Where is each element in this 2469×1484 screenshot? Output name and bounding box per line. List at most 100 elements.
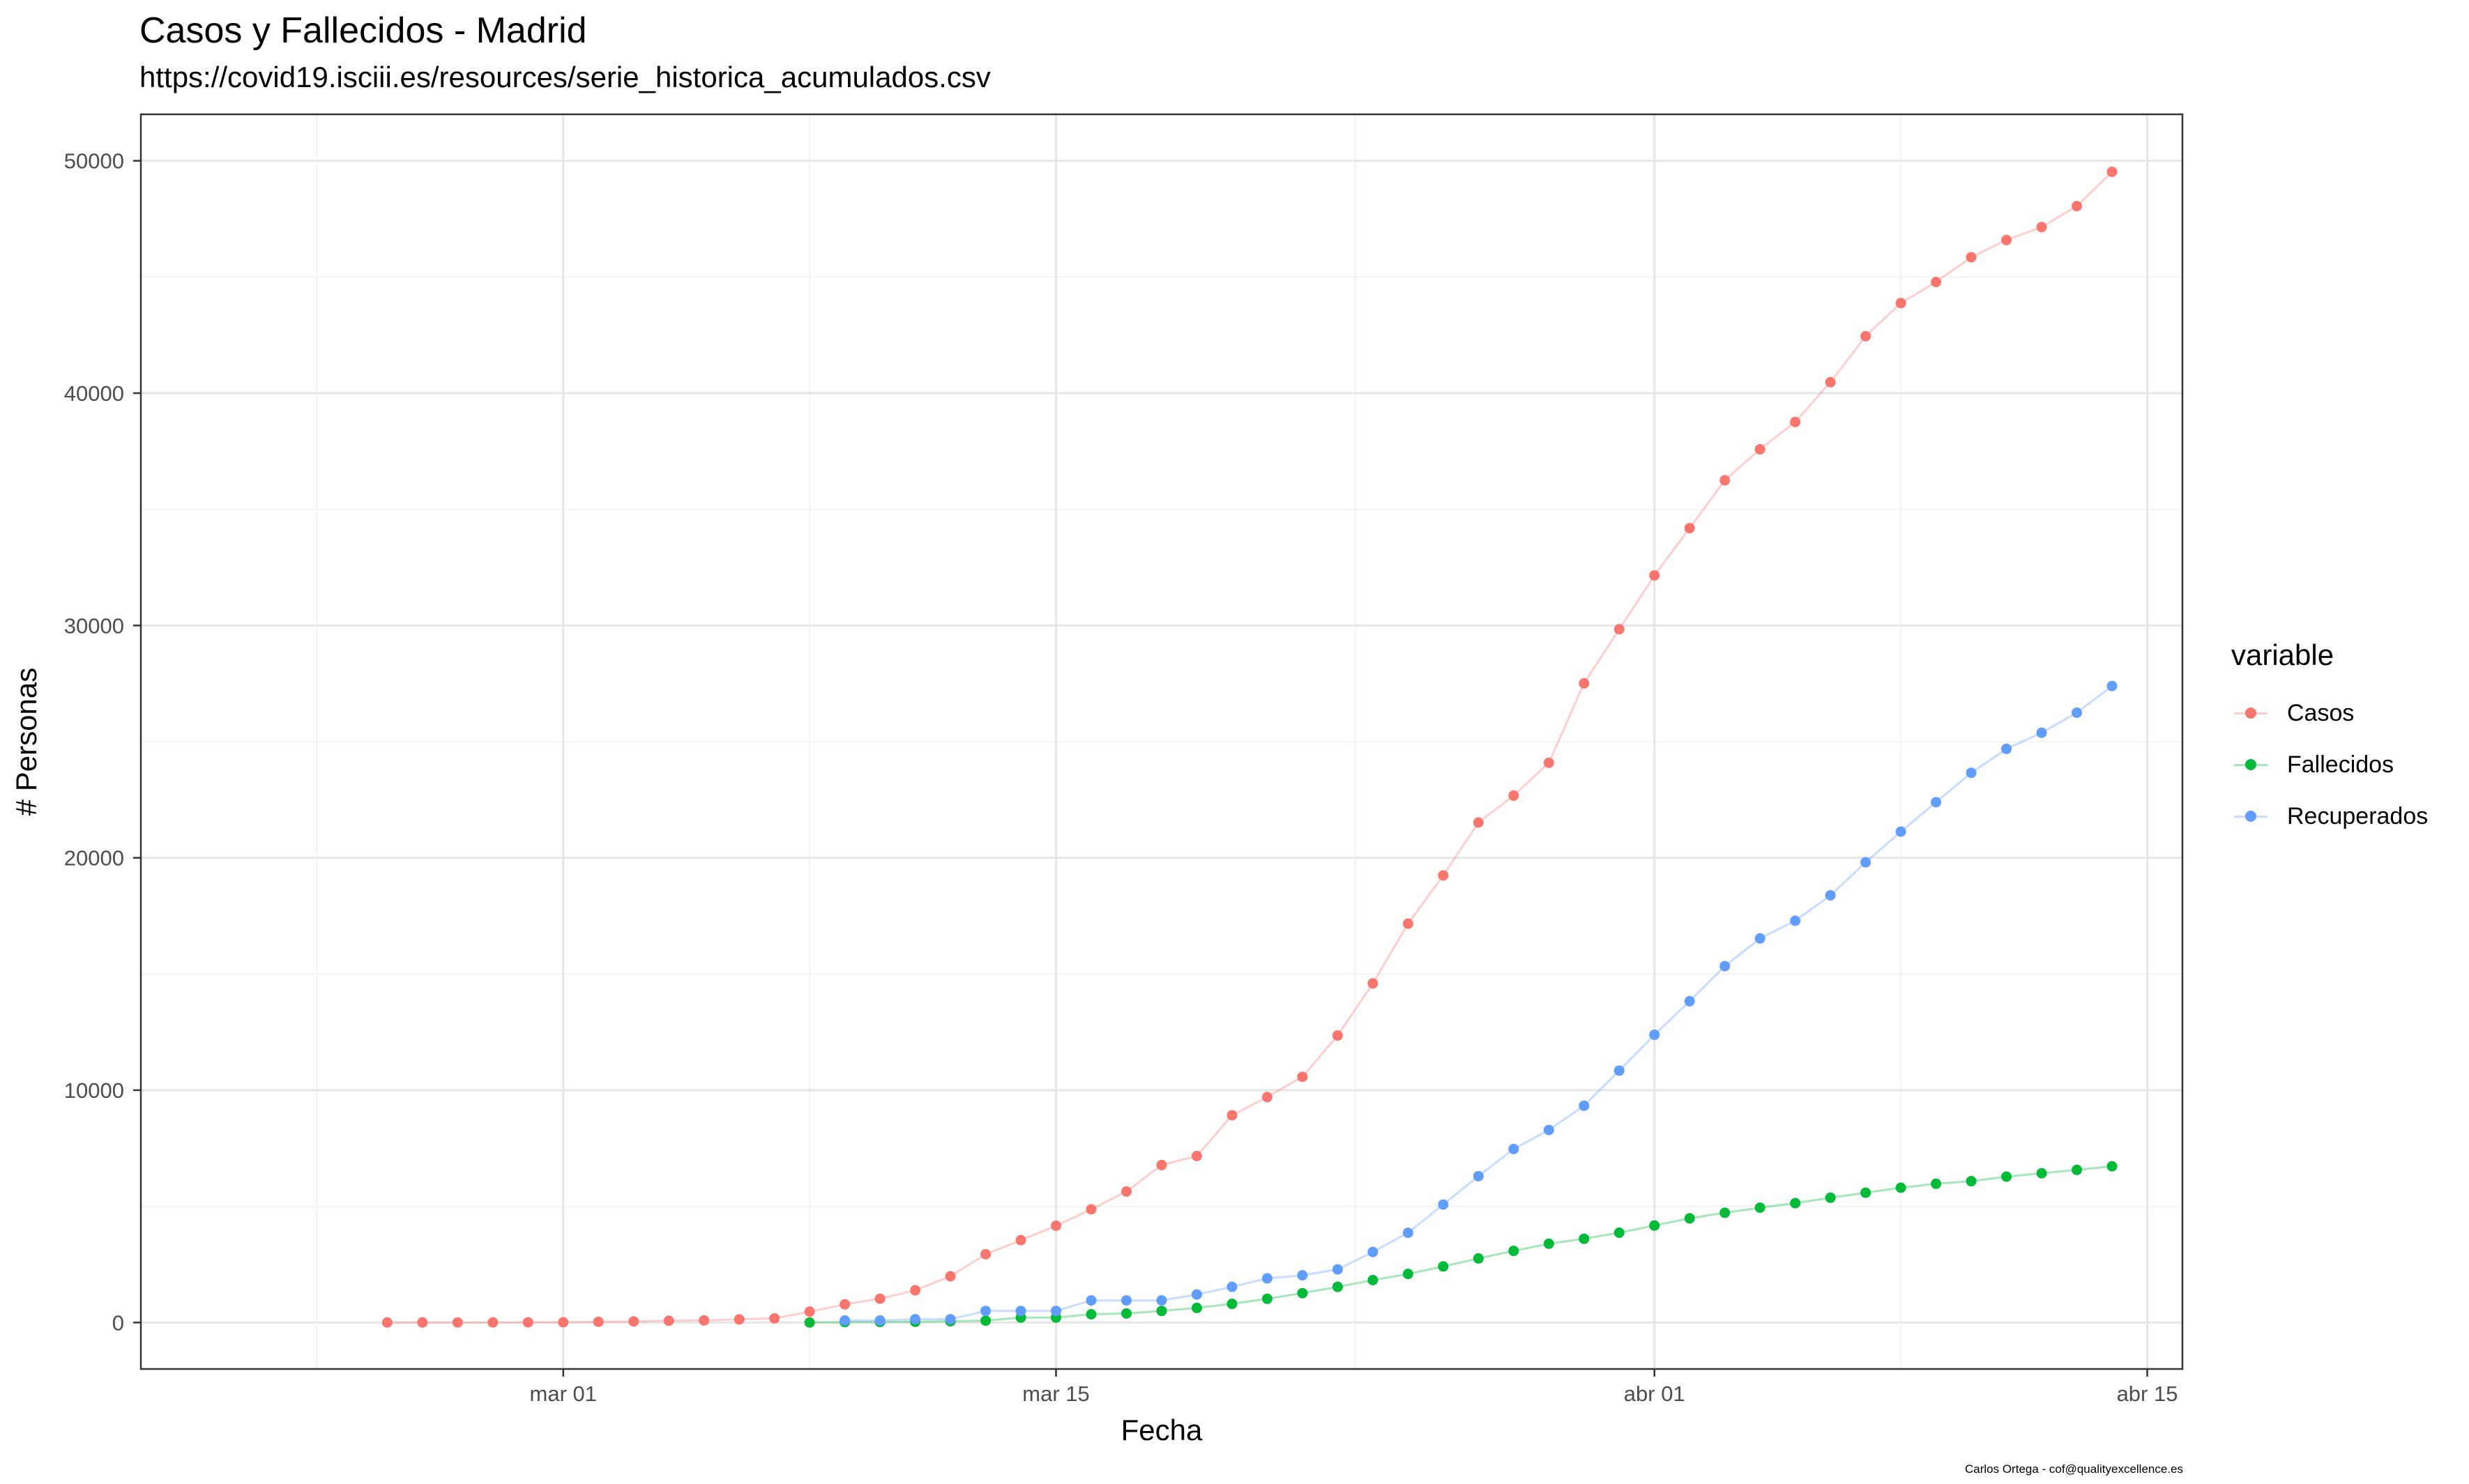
series-line-fallecidos	[810, 1165, 2113, 1324]
data-point-recuperados	[1051, 1306, 1062, 1317]
data-point-recuperados	[1895, 826, 1906, 837]
data-point-recuperados	[1121, 1295, 1132, 1306]
data-point-recuperados	[2036, 727, 2047, 738]
data-point-casos	[699, 1315, 710, 1326]
data-point-fallecidos	[2036, 1168, 2047, 1179]
data-point-recuperados	[1438, 1199, 1449, 1210]
data-point-casos	[1332, 1030, 1343, 1041]
data-point-casos	[522, 1317, 533, 1328]
data-point-recuperados	[1086, 1295, 1097, 1306]
legend: variable Casos Fallecidos Recuperados	[2231, 636, 2461, 842]
data-point-recuperados	[1015, 1306, 1026, 1317]
data-point-recuperados	[1473, 1170, 1484, 1181]
data-point-casos	[1473, 817, 1484, 828]
legend-items: Casos Fallecidos Recuperados	[2231, 687, 2461, 842]
data-point-fallecidos	[1226, 1299, 1238, 1310]
legend-key-dot	[2245, 759, 2256, 770]
data-point-recuperados	[1825, 889, 1836, 901]
y-axis-title: # Personas	[10, 668, 43, 816]
data-point-recuperados	[874, 1315, 886, 1326]
y-tick-label: 50000	[64, 149, 124, 174]
data-point-fallecidos	[1790, 1198, 1801, 1209]
data-point-casos	[1051, 1221, 1062, 1231]
data-point-recuperados	[1191, 1289, 1202, 1300]
data-point-recuperados	[1226, 1281, 1238, 1292]
data-point-fallecidos	[1613, 1227, 1625, 1238]
data-point-casos	[1754, 444, 1765, 455]
data-point-fallecidos	[1825, 1192, 1836, 1203]
data-point-recuperados	[1790, 915, 1801, 926]
data-point-recuperados	[1367, 1246, 1378, 1257]
data-point-recuperados	[1649, 1030, 1660, 1041]
data-point-fallecidos	[1684, 1213, 1695, 1224]
data-point-fallecidos	[2106, 1161, 2118, 1172]
data-point-casos	[1086, 1204, 1097, 1215]
data-point-casos	[840, 1299, 851, 1310]
x-tick-label: abr 15	[2117, 1382, 2178, 1406]
data-point-casos	[945, 1271, 956, 1282]
y-tick-label: 30000	[64, 613, 124, 638]
data-point-casos	[1156, 1159, 1167, 1170]
grid-layer	[141, 114, 2182, 1369]
series-layer	[381, 166, 2118, 1328]
data-point-fallecidos	[2001, 1171, 2012, 1182]
series-line-recuperados	[844, 685, 2113, 1322]
x-axis-title: Fecha	[1121, 1414, 1203, 1446]
data-point-recuperados	[910, 1314, 921, 1325]
data-point-casos	[381, 1317, 393, 1328]
x-tick-label: mar 01	[530, 1382, 597, 1406]
data-point-recuperados	[1966, 767, 1977, 779]
y-tick-label: 20000	[64, 846, 124, 871]
legend-key-dot	[2245, 811, 2256, 822]
data-point-fallecidos	[980, 1315, 992, 1326]
data-point-fallecidos	[1966, 1176, 1977, 1187]
data-point-casos	[1613, 624, 1625, 635]
y-tick-label: 0	[112, 1310, 124, 1335]
data-point-casos	[1402, 918, 1413, 929]
data-point-casos	[1367, 978, 1378, 989]
data-point-casos	[487, 1317, 499, 1328]
data-point-fallecidos	[1402, 1269, 1413, 1280]
data-point-fallecidos	[1473, 1253, 1484, 1264]
data-point-recuperados	[1579, 1100, 1590, 1111]
data-point-fallecidos	[1297, 1287, 1308, 1299]
data-point-casos	[1719, 475, 1731, 486]
data-point-fallecidos	[1719, 1207, 1731, 1218]
axis-layer: 0 10000 20000 30000 40000 50000 mar 01 mar 15 ab…	[10, 149, 2178, 1446]
data-point-casos	[1860, 330, 1871, 342]
data-point-casos	[1649, 570, 1660, 581]
data-point-casos	[980, 1248, 992, 1260]
x-tick-label: abr 01	[1624, 1382, 1685, 1406]
data-point-recuperados	[945, 1314, 956, 1325]
data-point-casos	[2072, 201, 2083, 212]
legend-item-casos: Casos	[2231, 687, 2461, 739]
data-point-recuperados	[2001, 743, 2012, 754]
legend-item-recuperados: Recuperados	[2231, 790, 2461, 842]
data-point-casos	[2036, 222, 2047, 233]
legend-label: Casos	[2287, 699, 2355, 726]
data-point-casos	[1015, 1234, 1026, 1246]
legend-label: Recuperados	[2287, 802, 2429, 829]
data-point-fallecidos	[1579, 1233, 1590, 1244]
data-point-recuperados	[1543, 1124, 1554, 1135]
data-point-casos	[1261, 1092, 1273, 1103]
x-tick-label: mar 15	[1022, 1382, 1089, 1406]
data-point-casos	[558, 1317, 569, 1328]
data-point-recuperados	[1156, 1295, 1167, 1306]
data-point-fallecidos	[2072, 1164, 2083, 1175]
data-point-recuperados	[1684, 995, 1695, 1007]
data-point-recuperados	[1754, 933, 1765, 944]
data-point-recuperados	[1931, 797, 1942, 808]
data-point-casos	[1543, 757, 1554, 768]
data-point-casos	[1121, 1186, 1132, 1197]
data-point-fallecidos	[1121, 1308, 1132, 1319]
data-point-casos	[1297, 1071, 1308, 1083]
y-tick-label: 40000	[64, 381, 124, 406]
data-point-casos	[2001, 234, 2012, 245]
data-point-fallecidos	[1649, 1220, 1660, 1231]
data-point-fallecidos	[804, 1317, 815, 1328]
data-point-casos	[1684, 523, 1695, 534]
data-point-recuperados	[1508, 1143, 1519, 1154]
data-point-recuperados	[1332, 1264, 1343, 1275]
